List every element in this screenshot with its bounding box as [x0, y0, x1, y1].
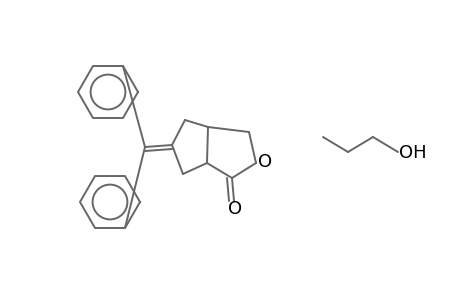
Text: O: O — [228, 200, 241, 218]
Text: OH: OH — [398, 144, 426, 162]
Text: O: O — [257, 153, 271, 171]
